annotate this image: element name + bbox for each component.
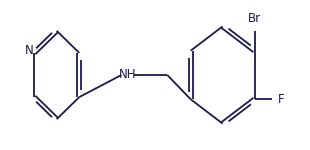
Text: NH: NH <box>119 69 136 81</box>
Text: N: N <box>25 44 33 57</box>
Text: F: F <box>278 93 285 106</box>
Text: Br: Br <box>248 12 261 25</box>
